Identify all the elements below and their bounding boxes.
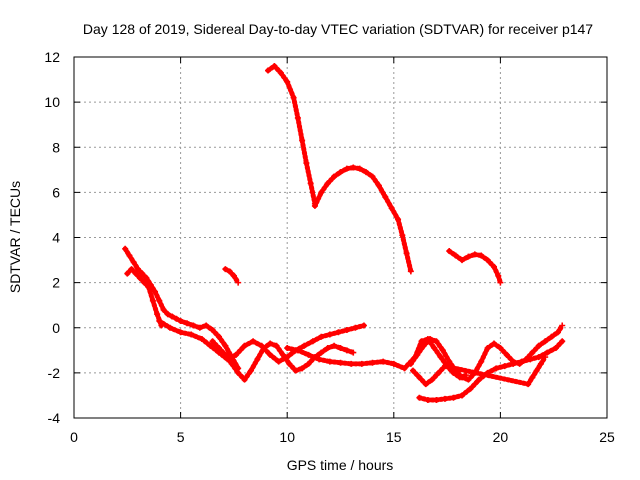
data-point — [497, 279, 504, 286]
y-tick-label: 0 — [52, 320, 60, 336]
data-point — [350, 349, 357, 356]
x-tick-label: 20 — [493, 429, 509, 445]
x-axis-label: GPS time / hours — [287, 457, 394, 473]
data-point-trail — [284, 79, 297, 101]
data-point-trail — [404, 250, 414, 274]
series-arc-high-a — [265, 63, 318, 207]
series-arc-left — [122, 245, 242, 372]
x-tick-label: 0 — [70, 429, 78, 445]
data-point-trail — [442, 363, 531, 387]
data-point-trail — [299, 137, 309, 166]
y-tick-label: 2 — [52, 275, 60, 291]
y-tick-label: 4 — [52, 230, 60, 246]
data-point — [559, 338, 566, 345]
data-point-trail — [553, 338, 565, 351]
data-point — [559, 322, 566, 329]
x-tick-label: 25 — [599, 429, 615, 445]
data-point-trail — [303, 160, 314, 186]
x-tick-label: 5 — [177, 429, 185, 445]
data-point-trail — [399, 232, 410, 256]
x-tick-label: 15 — [386, 429, 402, 445]
y-axis-label: SDTVAR / TECUs — [7, 181, 23, 293]
data-point — [360, 322, 367, 329]
data-point-trail — [308, 180, 318, 207]
data-points — [122, 63, 566, 403]
data-point-trail — [295, 115, 305, 143]
data-point-trail — [291, 95, 301, 121]
y-tick-label: 12 — [44, 49, 60, 65]
data-point — [542, 354, 549, 361]
y-tick-label: -2 — [48, 365, 61, 381]
y-tick-label: 8 — [52, 139, 60, 155]
y-tick-label: 10 — [44, 94, 60, 110]
series-arc-high-b — [311, 164, 414, 275]
axis-ticks: 0 5 10 15 20 25 -4 -2 0 2 4 6 8 10 12 — [44, 49, 615, 445]
series-arc-left-lower — [124, 266, 165, 329]
x-tick-label: 10 — [279, 429, 295, 445]
series-arc-right-dip — [409, 354, 549, 388]
data-point — [235, 279, 242, 286]
chart-title: Day 128 of 2019, Sidereal Day-to-day VTE… — [83, 21, 593, 37]
y-tick-label: -4 — [48, 410, 61, 426]
grid — [74, 57, 607, 418]
series-arc-small — [222, 266, 242, 286]
y-tick-label: 6 — [52, 184, 60, 200]
series-arc-valley — [209, 338, 357, 383]
series-arc-mid-right — [446, 248, 504, 286]
data-point — [407, 268, 414, 275]
